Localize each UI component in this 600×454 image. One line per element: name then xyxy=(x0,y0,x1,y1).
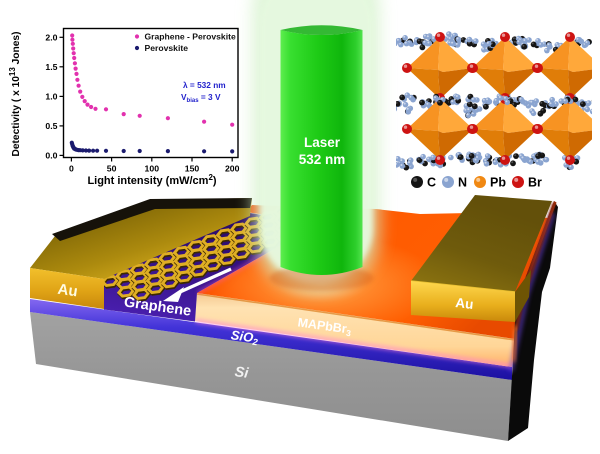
svg-text:0.5: 0.5 xyxy=(45,121,57,131)
svg-text:SiO2: SiO2 xyxy=(230,327,259,347)
svg-text:1.0: 1.0 xyxy=(45,92,57,102)
svg-text:N: N xyxy=(458,176,467,190)
svg-text:150: 150 xyxy=(185,164,200,174)
svg-text:Perovskite: Perovskite xyxy=(145,43,189,53)
svg-text:1.5: 1.5 xyxy=(45,62,57,72)
svg-text:λ = 532 nm: λ = 532 nm xyxy=(183,80,226,90)
svg-text:Br: Br xyxy=(528,176,542,190)
svg-text:Detectivity ( x 1013 Jones): Detectivity ( x 1013 Jones) xyxy=(8,32,22,157)
svg-text:Pb: Pb xyxy=(490,176,506,190)
svg-text:Au: Au xyxy=(57,281,79,301)
svg-text:200: 200 xyxy=(225,164,240,174)
svg-text:532 nm: 532 nm xyxy=(299,152,346,167)
svg-text:Au: Au xyxy=(455,295,474,312)
svg-text:C: C xyxy=(427,176,436,190)
svg-text:Laser: Laser xyxy=(304,135,341,150)
svg-text:2.0: 2.0 xyxy=(45,33,57,43)
svg-text:50: 50 xyxy=(107,164,117,174)
svg-text:0: 0 xyxy=(69,164,74,174)
svg-text:Light intensity (mW/cm2): Light intensity (mW/cm2) xyxy=(87,173,216,187)
svg-text:100: 100 xyxy=(145,164,160,174)
svg-text:0.0: 0.0 xyxy=(45,151,57,161)
svg-text:Graphene - Perovskite: Graphene - Perovskite xyxy=(145,32,236,42)
svg-text:Si: Si xyxy=(234,364,251,382)
